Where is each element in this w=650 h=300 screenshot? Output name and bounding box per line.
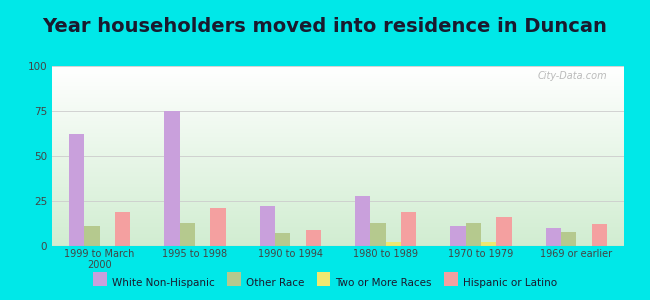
Text: City-Data.com: City-Data.com [537,71,607,81]
Bar [546,228,561,246]
Bar [306,230,321,246]
Bar [385,242,401,246]
Bar [496,217,512,246]
Bar [561,232,577,246]
Bar [164,111,180,246]
Bar [180,223,195,246]
Bar [355,196,370,246]
Bar [210,208,226,246]
Bar [69,134,84,246]
Bar [450,226,466,246]
Bar [401,212,416,246]
Legend: White Non-Hispanic, Other Race, Two or More Races, Hispanic or Latino: White Non-Hispanic, Other Race, Two or M… [88,274,562,292]
Bar [260,206,275,246]
Text: Year householders moved into residence in Duncan: Year householders moved into residence i… [42,17,608,37]
Bar [115,212,130,246]
Bar [592,224,607,246]
Bar [370,223,385,246]
Bar [481,242,496,246]
Bar [84,226,99,246]
Bar [275,233,291,246]
Bar [466,223,481,246]
